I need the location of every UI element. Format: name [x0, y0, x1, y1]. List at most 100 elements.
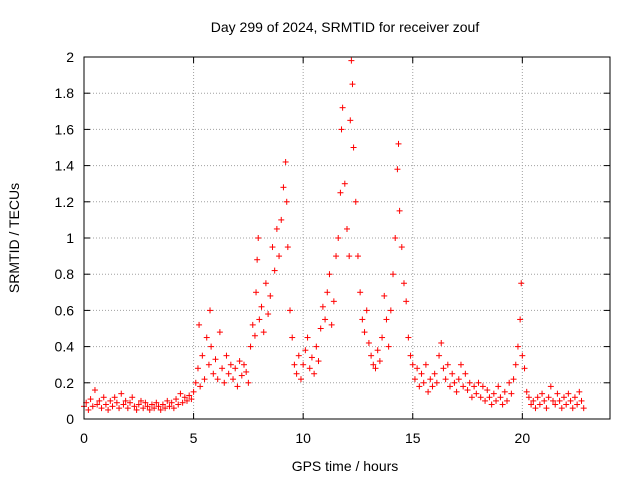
data-point	[151, 405, 158, 412]
data-point	[508, 390, 515, 397]
data-point	[497, 394, 504, 401]
data-point	[265, 311, 272, 318]
data-point	[521, 365, 528, 372]
data-point	[468, 394, 475, 401]
data-point	[519, 352, 526, 359]
y-tick-label: 0.6	[55, 302, 75, 318]
data-point	[335, 235, 342, 241]
data-point	[490, 390, 497, 397]
y-tick-label: 0.2	[55, 375, 75, 391]
x-tick-label: 0	[80, 430, 88, 446]
data-point	[376, 358, 383, 365]
data-point	[466, 379, 473, 386]
data-point	[563, 401, 570, 408]
data-point	[273, 225, 280, 232]
data-point	[293, 370, 300, 377]
data-point	[398, 244, 405, 251]
data-point	[166, 403, 173, 410]
data-point	[122, 397, 129, 404]
data-point	[455, 376, 462, 383]
data-point	[433, 379, 440, 386]
data-point	[370, 361, 377, 368]
data-point	[357, 289, 364, 296]
y-ticks: 0 0.2 0.4 0.6 0.8 1 1.2 1.4 1.6 1.8 2	[55, 49, 610, 427]
data-point	[129, 394, 136, 401]
data-point	[116, 405, 123, 412]
data-point	[192, 379, 199, 386]
data-point	[102, 401, 109, 408]
data-point	[260, 329, 267, 336]
data-point	[503, 397, 510, 404]
data-point	[379, 334, 386, 341]
data-point	[534, 394, 541, 401]
data-point	[133, 406, 140, 413]
data-point	[295, 352, 302, 359]
data-point	[85, 406, 92, 413]
data-point	[91, 387, 98, 394]
grid	[84, 57, 610, 419]
data-point	[344, 225, 350, 232]
data-point	[341, 180, 348, 187]
data-point	[269, 244, 276, 251]
data-point	[153, 399, 160, 406]
data-point	[208, 343, 215, 350]
data-point	[157, 406, 164, 413]
data-point	[405, 334, 412, 341]
data-point	[168, 399, 175, 406]
data-point	[255, 235, 262, 241]
data-point	[477, 394, 484, 401]
chart-title: Day 299 of 2024, SRMTID for receiver zou…	[211, 19, 480, 35]
data-point	[212, 356, 219, 363]
data-point	[205, 361, 212, 368]
data-point	[232, 365, 239, 372]
data-point	[190, 388, 197, 395]
data-point	[267, 292, 274, 299]
data-point	[383, 316, 390, 323]
data-point	[349, 81, 356, 88]
data-point	[311, 370, 318, 377]
data-point	[569, 405, 576, 412]
data-point	[530, 397, 537, 404]
x-tick-label: 15	[405, 430, 421, 446]
x-axis-label: GPS time / hours	[292, 458, 399, 474]
data-point	[372, 365, 379, 372]
y-tick-label: 1.8	[55, 85, 75, 101]
data-point	[203, 334, 210, 341]
data-point	[363, 307, 370, 314]
data-point	[333, 253, 340, 260]
data-point	[525, 394, 532, 401]
data-point	[197, 383, 204, 390]
data-point	[207, 307, 214, 314]
data-point	[512, 361, 519, 368]
data-point	[249, 321, 256, 328]
data-point	[543, 405, 550, 412]
data-point	[313, 343, 320, 350]
data-point	[140, 405, 147, 412]
data-point	[495, 383, 502, 390]
data-point	[216, 329, 223, 336]
data-point	[155, 403, 162, 410]
data-point	[234, 383, 241, 390]
data-point	[127, 399, 134, 406]
data-point	[517, 316, 524, 323]
data-point	[425, 388, 432, 395]
data-point	[251, 332, 258, 339]
data-point	[315, 358, 322, 365]
data-point	[302, 347, 309, 354]
data-point	[214, 376, 221, 383]
x-ticks: 0 5 10 15 20	[80, 57, 530, 446]
data-point	[164, 397, 171, 404]
data-point	[221, 379, 228, 386]
data-point	[532, 405, 539, 412]
data-point	[580, 405, 587, 412]
data-point	[400, 280, 407, 287]
data-point	[113, 399, 120, 406]
data-point	[107, 397, 114, 404]
data-point	[488, 401, 495, 408]
y-tick-label: 1	[66, 230, 74, 246]
data-point	[219, 365, 226, 372]
data-point	[560, 394, 567, 401]
data-point	[578, 397, 585, 404]
data-point	[170, 405, 177, 412]
data-point	[574, 401, 581, 408]
